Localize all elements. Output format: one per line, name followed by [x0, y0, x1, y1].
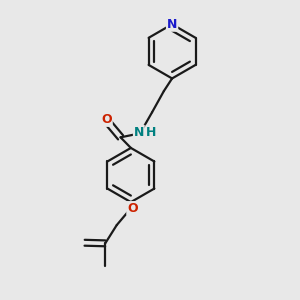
Text: O: O	[127, 202, 138, 215]
Text: N: N	[167, 18, 177, 31]
Text: H: H	[146, 125, 157, 139]
Text: N: N	[134, 125, 144, 139]
Text: O: O	[101, 113, 112, 126]
